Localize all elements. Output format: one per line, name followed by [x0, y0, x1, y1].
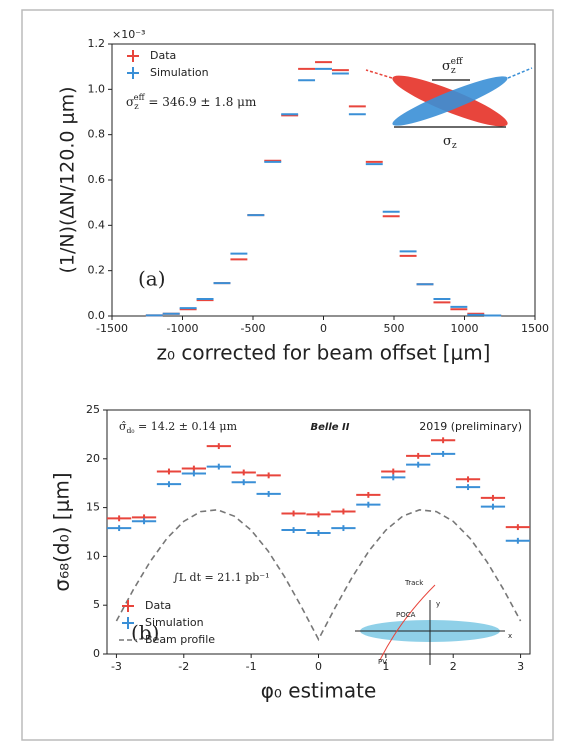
y-tick-label: 20	[86, 452, 100, 465]
y-tick-label: 0.6	[88, 173, 106, 186]
x-tick-label: 0	[315, 660, 322, 673]
annotation-base: σ	[442, 59, 451, 74]
x-tick-label: 500	[384, 322, 405, 335]
x-tick-label: 2	[450, 660, 457, 673]
y-tick-label: 25	[86, 403, 100, 416]
annotation: σ̂d₀ = 14.2 ± 0.14 μm	[119, 420, 238, 435]
y-tick-label: 1.0	[88, 82, 106, 95]
inset-arrow	[365, 69, 393, 79]
x-tick-label: 1	[382, 660, 389, 673]
inset-label: x	[508, 632, 512, 640]
x-tick-label: -500	[241, 322, 266, 335]
y-tick-label: 15	[86, 501, 100, 514]
inset-arrow	[507, 67, 533, 79]
y-tick-label: 0.8	[88, 128, 106, 141]
y-tick-label: 0.0	[88, 309, 106, 322]
annotation: σz	[443, 134, 457, 151]
annotation-sup: eff	[134, 92, 146, 102]
annotation-sub: z	[451, 66, 456, 76]
x-tick-label: 0	[320, 322, 327, 335]
x-tick-label: 3	[517, 660, 524, 673]
annotation-sub: z	[134, 101, 139, 111]
legend-label: Data	[145, 599, 171, 612]
annotation-sup: eff	[451, 57, 463, 67]
y-tick-label: 0	[93, 647, 100, 660]
x-axis-label: z₀ corrected for beam offset [μm]	[157, 341, 491, 365]
legend-label: Data	[150, 49, 176, 62]
x-tick-label: 1000	[451, 322, 479, 335]
inset-label: POCA	[396, 611, 416, 619]
y-axis-label: σ₆₈(d₀) [μm]	[50, 472, 74, 591]
annotation-sub: d₀	[127, 426, 135, 435]
annotation-base: σ̂	[119, 420, 127, 433]
annotation-base: σ	[443, 134, 452, 149]
x-tick-label: -3	[111, 660, 122, 673]
y-offset-label: ×10⁻³	[112, 28, 145, 41]
y-tick-label: 0.2	[88, 264, 106, 277]
experiment-label: Belle II	[311, 422, 350, 433]
legend-label: Beam profile	[145, 633, 215, 646]
legend-label: Simulation	[145, 616, 204, 629]
x-axis-label: φ₀ estimate	[261, 679, 377, 703]
legend-label: Simulation	[150, 66, 209, 79]
luminosity-label: ∫L dt = 21.1 pb⁻¹	[173, 571, 270, 584]
y-tick-label: 10	[86, 549, 100, 562]
x-tick-label: -2	[178, 660, 189, 673]
annotation: σzeff = 346.9 ± 1.8 μm	[126, 92, 257, 111]
annotation-rest: = 14.2 ± 0.14 μm	[135, 420, 238, 433]
inset-label: PV	[378, 658, 387, 666]
annotation-rest: = 346.9 ± 1.8 μm	[145, 95, 257, 109]
x-tick-label: -1500	[96, 322, 128, 335]
y-tick-label: 5	[93, 598, 100, 611]
status-label: 2019 (preliminary)	[419, 420, 522, 433]
annotation-base: σ	[126, 95, 134, 109]
annotation: σzeff	[442, 57, 463, 76]
inset-label: Track	[404, 579, 424, 587]
inset-track	[379, 584, 436, 661]
panel-label: (a)	[138, 267, 166, 291]
x-tick-label: -1000	[167, 322, 199, 335]
y-tick-label: 0.4	[88, 218, 106, 231]
y-tick-label: 1.2	[88, 37, 106, 50]
x-tick-label: 1500	[521, 322, 549, 335]
line	[115, 509, 522, 642]
annotation-sub: z	[452, 141, 457, 151]
x-tick-label: -1	[246, 660, 257, 673]
y-axis-label: (1/N)(ΔN/120.0 μm)	[57, 87, 79, 274]
frame	[21, 9, 554, 741]
inset-label: y	[436, 600, 440, 608]
inset-beam	[392, 76, 508, 126]
